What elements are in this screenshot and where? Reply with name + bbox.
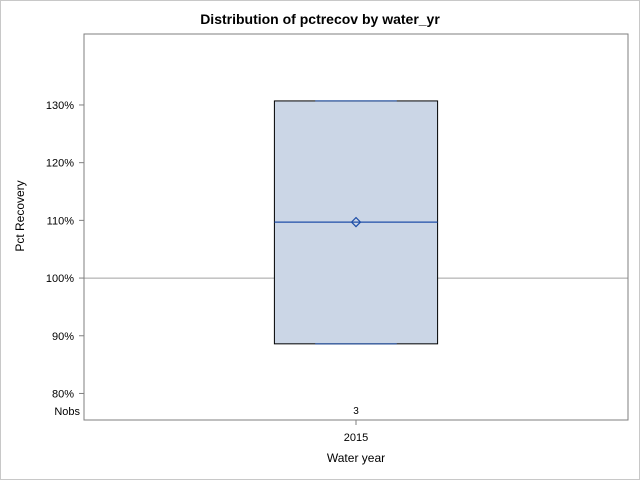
nobs-label: Nobs [54,406,80,418]
x-tick-label: 2015 [344,432,368,444]
nobs-value: 3 [353,406,359,417]
y-tick-label: 100% [46,273,74,285]
y-tick-label: 80% [52,388,74,400]
chart-title: Distribution of pctrecov by water_yr [200,11,440,27]
y-tick-label: 130% [46,100,74,112]
y-tick-label: 90% [52,331,74,343]
x-axis-label: Water year [326,451,386,465]
mean-marker [350,216,362,228]
y-tick-label: 120% [46,158,74,170]
y-tick-label: 110% [47,215,75,227]
